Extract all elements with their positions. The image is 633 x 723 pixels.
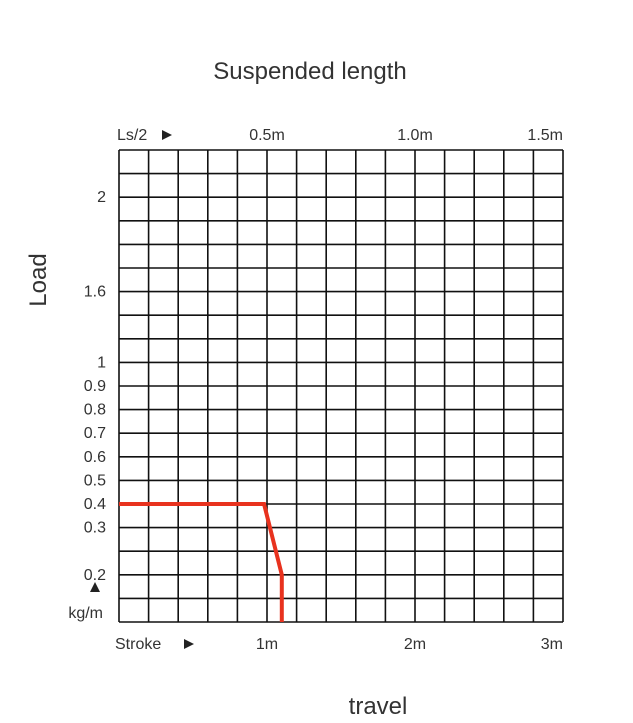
y-axis-unit: kg/m	[68, 605, 103, 622]
top-tick-label: 1.0m	[397, 127, 433, 144]
y-axis: 2 1.6 1 0.9 0.8 0.7 0.6 0.5 0.4 0.3 0.2 kg/m	[68, 189, 106, 622]
y-axis-arrow-icon	[90, 582, 100, 592]
top-tick-label: 0.5m	[249, 127, 285, 144]
y-tick-label: 1.6	[84, 284, 106, 301]
y-tick-label: 2	[97, 189, 106, 206]
bottom-tick-label: 2m	[404, 636, 426, 653]
y-tick-label: 0.6	[84, 449, 106, 466]
bottom-tick-label: 3m	[541, 636, 563, 653]
chart-title: Suspended length	[213, 58, 407, 85]
top-axis: Ls/2 0.5m 1.0m 1.5m	[117, 127, 563, 144]
y-tick-label: 0.7	[84, 425, 106, 442]
y-tick-label: 0.5	[84, 472, 106, 489]
series-line	[119, 502, 284, 622]
bottom-axis: Stroke 1m 2m 3m	[115, 636, 563, 653]
y-tick-label: 0.8	[84, 402, 106, 419]
top-tick-label: 1.5m	[527, 127, 563, 144]
y-tick-label: 0.4	[84, 496, 106, 513]
y-tick-label: 0.2	[84, 567, 106, 584]
bottom-axis-label: Stroke	[115, 636, 161, 653]
chart-grid	[118, 149, 564, 623]
y-tick-label: 0.9	[84, 378, 106, 395]
bottom-axis-arrow-icon	[184, 639, 194, 649]
x-axis-title: travel	[349, 693, 408, 720]
top-axis-arrow-icon	[162, 130, 172, 140]
bottom-tick-label: 1m	[256, 636, 278, 653]
y-tick-label: 1	[97, 354, 106, 371]
y-tick-label: 0.3	[84, 520, 106, 537]
y-axis-title: Load	[25, 253, 52, 306]
top-axis-label: Ls/2	[117, 127, 147, 144]
